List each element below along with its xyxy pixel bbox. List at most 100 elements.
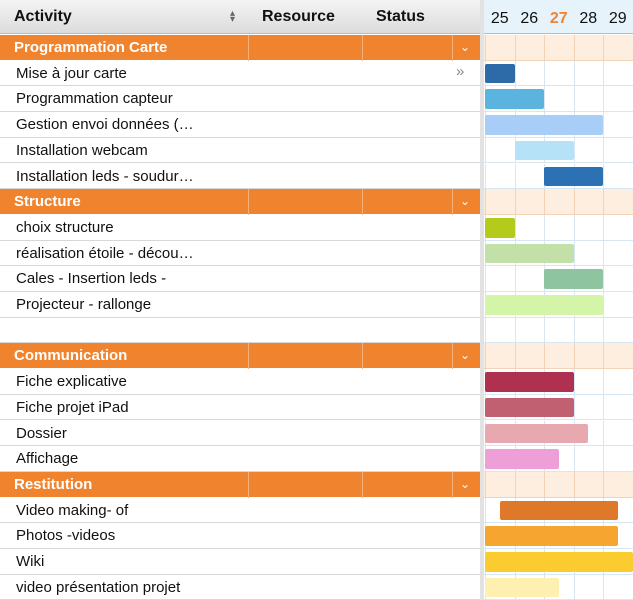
gantt-grid-line bbox=[485, 317, 486, 344]
gantt-grid-line bbox=[603, 317, 604, 344]
task-bar[interactable] bbox=[485, 217, 515, 238]
day-label: 26 bbox=[520, 10, 539, 27]
day-header-bg bbox=[484, 0, 633, 34]
task-bar[interactable] bbox=[485, 397, 574, 418]
gantt-grid-line bbox=[544, 343, 545, 370]
gantt-grid-line bbox=[573, 446, 575, 472]
task-bar[interactable] bbox=[485, 89, 544, 110]
task-row bbox=[0, 446, 480, 472]
gantt-grid-line bbox=[573, 471, 575, 498]
divider bbox=[480, 0, 484, 600]
gantt-grid-line bbox=[573, 35, 575, 61]
group-separator bbox=[248, 343, 249, 370]
task-row bbox=[0, 369, 480, 395]
collapse-icon[interactable]: ⌄ bbox=[460, 194, 471, 209]
gantt-grid-line bbox=[603, 420, 604, 447]
task-bar[interactable] bbox=[499, 500, 618, 521]
gantt-grid-line bbox=[544, 189, 545, 215]
gantt-row bbox=[484, 266, 633, 292]
task-bar[interactable] bbox=[544, 269, 603, 289]
task-bar[interactable] bbox=[485, 552, 633, 572]
gantt-grid-line bbox=[603, 35, 604, 61]
group-separator bbox=[362, 35, 363, 61]
task-bar[interactable] bbox=[544, 166, 603, 187]
collapse-icon[interactable]: ⌄ bbox=[460, 348, 471, 363]
day-label: 28 bbox=[579, 10, 598, 27]
task-bar[interactable] bbox=[485, 423, 589, 444]
gantt-row bbox=[484, 86, 633, 113]
gantt-grid-line bbox=[603, 86, 604, 113]
column-header[interactable]: Resource bbox=[262, 8, 335, 25]
group-row bbox=[0, 189, 480, 215]
task-row bbox=[0, 549, 480, 575]
gantt-grid-line bbox=[573, 369, 575, 395]
gantt-grid-line bbox=[573, 574, 575, 600]
task-bar[interactable] bbox=[485, 449, 559, 469]
gantt-grid-line bbox=[603, 292, 604, 318]
gantt-row bbox=[484, 523, 633, 549]
task-row bbox=[0, 241, 480, 267]
gantt-grid-line bbox=[485, 266, 486, 292]
task-row bbox=[0, 86, 480, 113]
task-bar[interactable] bbox=[485, 372, 574, 392]
task-bar[interactable] bbox=[514, 140, 574, 161]
gantt-grid-line bbox=[485, 137, 486, 164]
task-bar[interactable] bbox=[485, 577, 559, 598]
task-row bbox=[0, 112, 480, 138]
task-name: Mise à jour carte bbox=[16, 64, 127, 82]
gantt-grid-line bbox=[603, 240, 604, 267]
task-bar[interactable] bbox=[485, 243, 574, 264]
group-separator bbox=[452, 471, 453, 498]
day-label: 27 bbox=[549, 10, 568, 27]
group-separator bbox=[452, 343, 453, 370]
gantt-row bbox=[484, 292, 633, 318]
gantt-grid-line bbox=[544, 35, 545, 61]
gantt-grid-line bbox=[514, 471, 516, 498]
task-name: Projecteur - rallonge bbox=[16, 296, 152, 313]
column-header[interactable]: Status bbox=[376, 8, 425, 25]
task-name: Dossier bbox=[16, 424, 67, 442]
collapse-icon[interactable]: ⌄ bbox=[460, 476, 471, 491]
gantt-grid-line bbox=[544, 214, 545, 241]
gantt-grid-line bbox=[485, 471, 486, 498]
task-bar[interactable] bbox=[485, 295, 603, 315]
gantt-grid-line bbox=[514, 163, 516, 190]
gantt-grid-line bbox=[573, 137, 575, 164]
gantt-grid-line bbox=[603, 214, 604, 241]
expand-icon[interactable]: » bbox=[456, 63, 465, 80]
gantt-row bbox=[484, 138, 633, 164]
task-bar[interactable] bbox=[485, 115, 603, 135]
gantt-grid-line bbox=[514, 343, 516, 370]
header-bg bbox=[0, 0, 480, 34]
gantt-group-row bbox=[484, 471, 633, 498]
group-separator bbox=[362, 471, 363, 498]
gantt-grid-line bbox=[573, 343, 575, 370]
gantt-grid-line bbox=[573, 240, 575, 267]
gantt-grid-line bbox=[544, 317, 545, 344]
task-row bbox=[0, 421, 480, 447]
group-separator bbox=[248, 189, 249, 215]
gantt-row bbox=[484, 215, 633, 241]
gantt-grid-line bbox=[544, 471, 545, 498]
gantt-group-row bbox=[484, 35, 633, 61]
task-row bbox=[0, 292, 480, 318]
gantt-grid-line bbox=[485, 35, 486, 61]
task-row bbox=[0, 395, 480, 421]
task-bar[interactable] bbox=[485, 63, 515, 84]
gantt-grid-line bbox=[514, 60, 516, 87]
gantt-row bbox=[484, 112, 633, 138]
task-row bbox=[0, 138, 480, 164]
gantt-grid-line bbox=[514, 189, 516, 215]
gantt-grid-line bbox=[544, 86, 545, 113]
gantt-grid-line bbox=[603, 189, 604, 215]
gantt-grid-line bbox=[573, 60, 575, 87]
gantt-row bbox=[484, 61, 633, 87]
sort-icon[interactable]: ▴ ▾ bbox=[230, 8, 236, 25]
group-separator bbox=[248, 471, 249, 498]
column-header[interactable]: Activity bbox=[14, 8, 72, 25]
gantt-group-row bbox=[484, 189, 633, 215]
gantt-grid-line bbox=[514, 317, 516, 344]
task-row bbox=[0, 164, 480, 190]
collapse-icon[interactable]: ⌄ bbox=[460, 40, 471, 54]
task-bar[interactable] bbox=[485, 526, 618, 546]
